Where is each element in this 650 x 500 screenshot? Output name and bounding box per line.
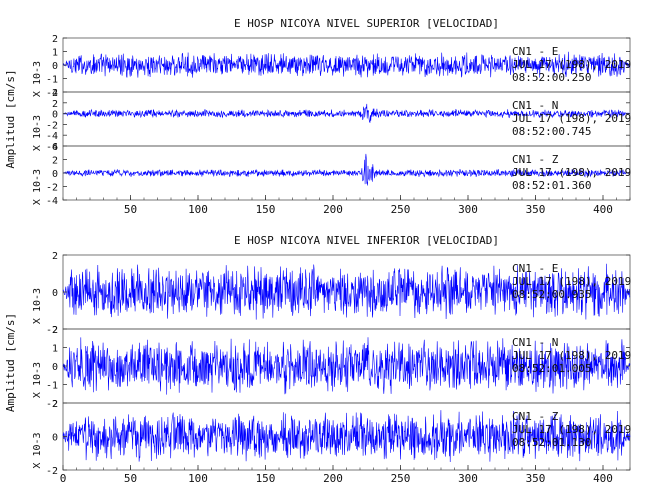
chart-title: E HOSP NICOYA NIVEL INFERIOR [VELOCIDAD] [234, 234, 499, 247]
y-tick-label: 2 [52, 325, 58, 336]
trace-name: CN1 - N [512, 336, 558, 349]
trace-time: 08:52:01.005 [512, 362, 591, 375]
y-tick-label: 4 [52, 142, 58, 153]
scale-label: X 10-3 [32, 169, 43, 205]
waveform-line [62, 103, 631, 123]
x-tick-label: 250 [391, 472, 411, 485]
chart-title: E HOSP NICOYA NIVEL SUPERIOR [VELOCIDAD] [234, 17, 499, 30]
trace-name: CN1 - Z [512, 410, 559, 423]
y-tick-label: 2 [52, 34, 58, 45]
trace-time: 08:52:00.250 [512, 71, 591, 84]
y-tick-label: 2 [52, 399, 58, 410]
x-tick-label: 300 [458, 203, 478, 216]
scale-label: X 10-3 [32, 288, 43, 324]
trace-time: 08:52:01.360 [512, 179, 591, 192]
y-tick-label: 2 [52, 251, 58, 262]
y-tick-label: -4 [46, 196, 58, 207]
y-tick-label: -6 [46, 142, 58, 153]
y-axis-label: Amplitud [cm/s] [4, 69, 17, 168]
x-tick-label: 400 [593, 203, 613, 216]
x-tick-label: 150 [256, 472, 276, 485]
trace-name: CN1 - E [512, 45, 558, 58]
waveform-line [62, 337, 631, 395]
x-tick-label: 100 [188, 203, 208, 216]
trace-date: JUL 17 (198), 2019 [512, 349, 631, 362]
y-tick-label: -2 [46, 466, 58, 477]
trace-date: JUL 17 (198), 2019 [512, 423, 631, 436]
trace-date: JUL 17 (198), 2019 [512, 166, 631, 179]
scale-label: X 10-3 [32, 432, 43, 468]
waveform-line [62, 153, 631, 186]
x-tick-label: 50 [124, 472, 137, 485]
y-tick-label: 1 [52, 48, 58, 59]
x-tick-label: 100 [188, 472, 208, 485]
trace-time: 08:52:01.130 [512, 436, 591, 449]
y-tick-label: -1 [46, 75, 58, 86]
y-tick-label: 0 [52, 362, 58, 373]
y-tick-label: -2 [46, 120, 58, 131]
y-tick-label: 0 [52, 433, 58, 444]
y-tick-label: 4 [52, 88, 58, 99]
x-tick-label: 300 [458, 472, 478, 485]
y-tick-label: -2 [46, 399, 58, 410]
waveform-line [62, 263, 631, 320]
x-tick-label: 50 [124, 203, 137, 216]
y-tick-label: -2 [46, 325, 58, 336]
y-tick-label: -2 [46, 88, 58, 99]
y-tick-label: 0 [52, 61, 58, 72]
y-tick-label: -4 [46, 131, 58, 142]
trace-date: JUL 17 (198), 2019 [512, 112, 631, 125]
x-tick-label: 350 [526, 472, 546, 485]
scale-label: X 10-3 [32, 61, 43, 97]
x-tick-label: 200 [323, 203, 343, 216]
trace-date: JUL 17 (198), 2019 [512, 275, 631, 288]
trace-name: CN1 - E [512, 262, 558, 275]
waveform-line [62, 410, 631, 463]
x-tick-label: 0 [60, 472, 67, 485]
y-tick-label: 2 [52, 156, 58, 167]
x-tick-label: 250 [391, 203, 411, 216]
y-tick-label: -1 [46, 381, 58, 392]
trace-name: CN1 - N [512, 99, 558, 112]
y-axis-label: Amplitud [cm/s] [4, 313, 17, 412]
trace-time: 08:52:00.935 [512, 288, 591, 301]
y-tick-label: 2 [52, 99, 58, 110]
y-tick-label: -2 [46, 183, 58, 194]
panel-superior: E HOSP NICOYA NIVEL SUPERIOR [VELOCIDAD]… [4, 17, 631, 216]
x-tick-label: 150 [256, 203, 276, 216]
x-tick-label: 200 [323, 472, 343, 485]
y-tick-label: 0 [52, 169, 58, 180]
trace-date: JUL 17 (198), 2019 [512, 58, 631, 71]
trace-name: CN1 - Z [512, 153, 559, 166]
y-tick-label: 1 [52, 344, 58, 355]
scale-label: X 10-3 [32, 115, 43, 151]
panel-inferior: E HOSP NICOYA NIVEL INFERIOR [VELOCIDAD]… [4, 234, 631, 485]
waveform-line [62, 51, 631, 78]
trace-time: 08:52:00.745 [512, 125, 591, 138]
x-tick-label: 400 [593, 472, 613, 485]
x-tick-label: 350 [526, 203, 546, 216]
y-tick-label: 0 [52, 110, 58, 121]
y-tick-label: 0 [52, 288, 58, 299]
scale-label: X 10-3 [32, 362, 43, 398]
